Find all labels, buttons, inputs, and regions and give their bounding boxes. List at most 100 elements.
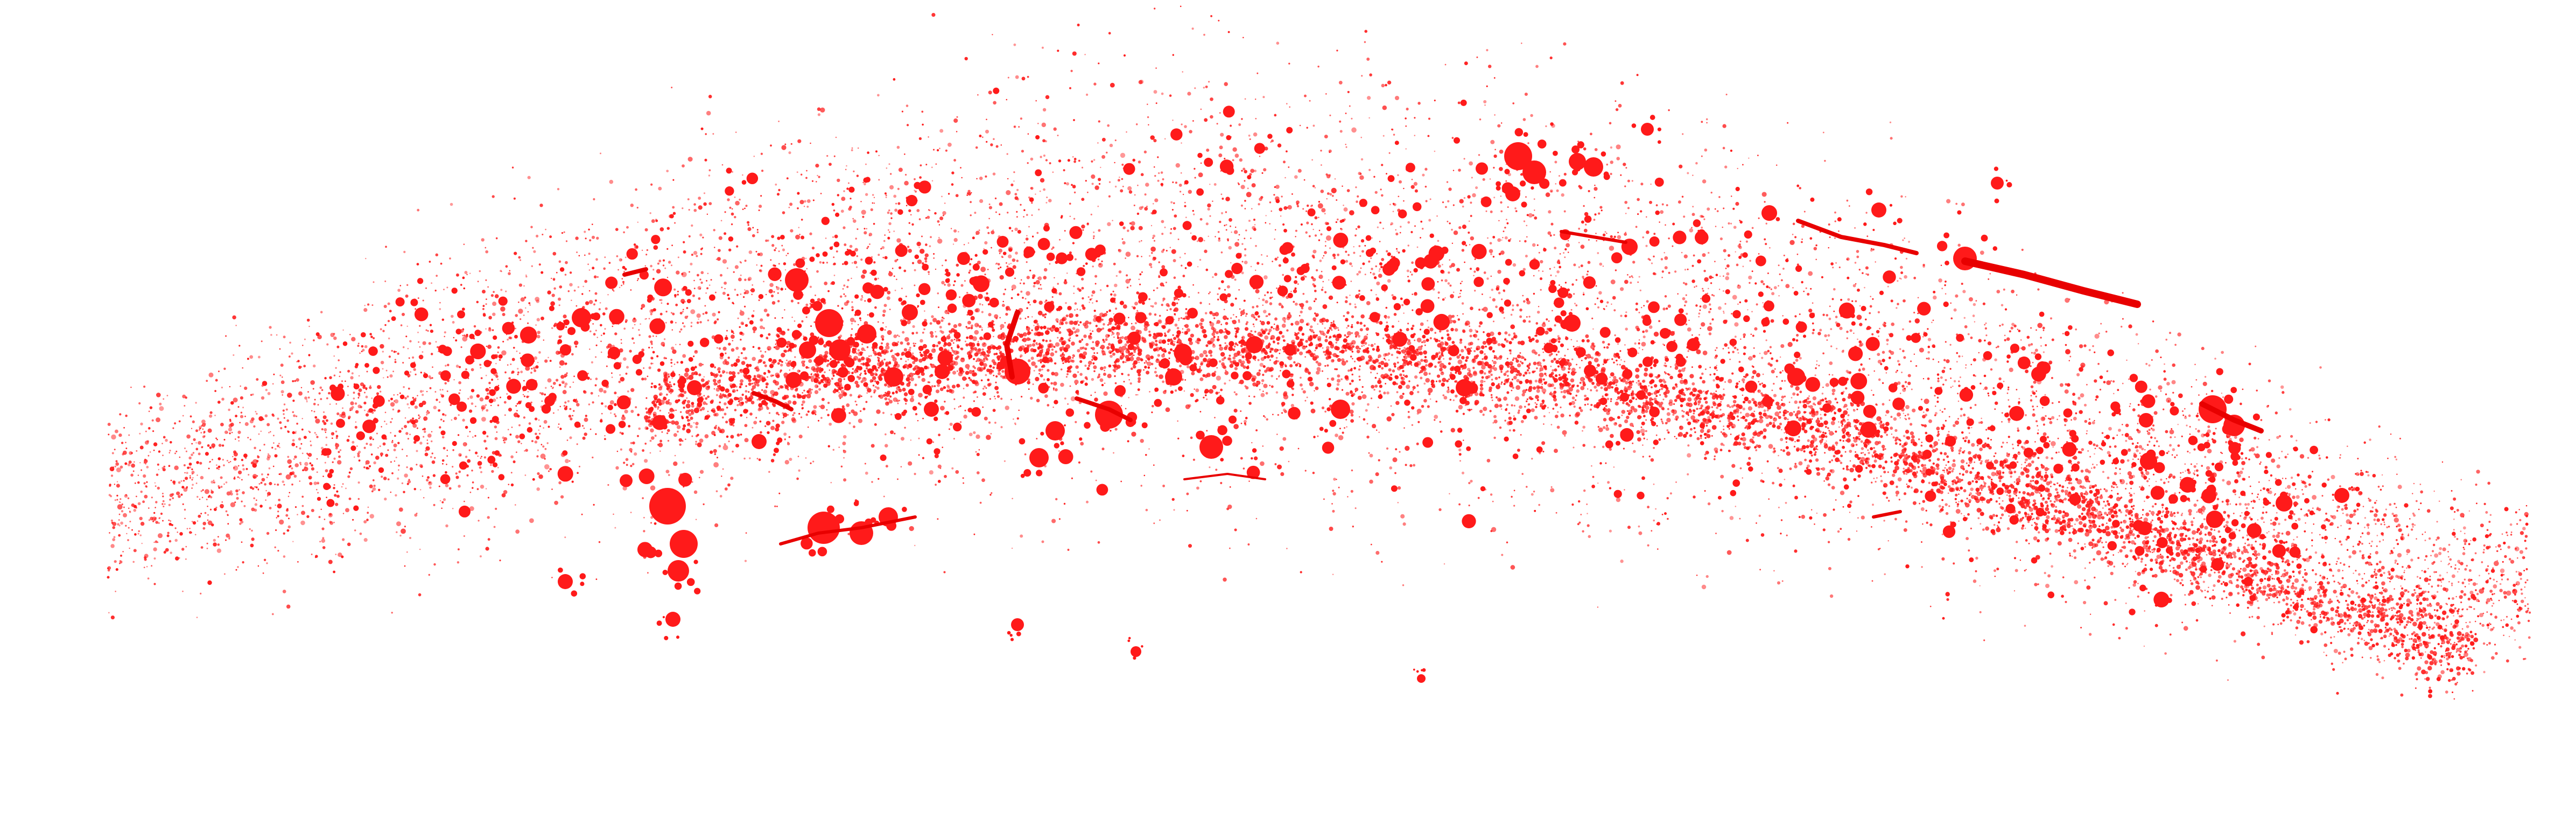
paint-speck: [1263, 168, 1267, 172]
paint-speck: [1556, 354, 1558, 356]
paint-speck: [1908, 479, 1912, 483]
paint-speck: [2268, 530, 2270, 533]
paint-speck: [824, 371, 826, 373]
paint-speck: [517, 371, 520, 374]
paint-speck: [524, 450, 525, 452]
paint-speck: [275, 448, 277, 450]
paint-speck: [485, 250, 489, 254]
paint-speck: [686, 299, 691, 304]
paint-speck: [2483, 544, 2486, 547]
paint-speck: [472, 481, 474, 484]
paint-speck: [1468, 220, 1470, 222]
paint-speck: [316, 436, 319, 438]
paint-speck: [458, 485, 461, 488]
paint-speck: [1276, 434, 1278, 435]
paint-speck: [2197, 429, 2200, 433]
paint-speck: [1363, 418, 1366, 421]
paint-speck: [1090, 213, 1092, 216]
paint-speck: [2260, 490, 2262, 491]
paint-speck: [109, 485, 111, 487]
paint-speck: [2320, 632, 2324, 635]
paint-speck: [1063, 502, 1066, 505]
paint-speck: [760, 318, 763, 322]
paint-speck: [918, 137, 922, 141]
paint-speck: [756, 398, 759, 401]
paint-speck: [2417, 557, 2420, 560]
paint-speck: [2195, 469, 2199, 472]
paint-speck: [1668, 237, 1670, 240]
paint-speck: [2482, 612, 2484, 614]
paint-speck: [1653, 255, 1655, 257]
paint-speck: [1900, 265, 1903, 269]
paint-speck: [1620, 314, 1623, 317]
paint-speck: [1129, 285, 1132, 287]
paint-speck: [1028, 226, 1030, 228]
paint-speck: [338, 451, 340, 453]
paint-speck: [1122, 226, 1126, 229]
paint-speck: [1618, 103, 1622, 108]
paint-speck: [1154, 302, 1157, 305]
paint-speck: [2219, 554, 2221, 556]
paint-speck: [1943, 471, 1946, 473]
paint-speck: [797, 192, 800, 195]
paint-speck: [2434, 553, 2439, 558]
paint-speck: [111, 452, 114, 455]
paint-speck: [951, 347, 953, 349]
paint-speck: [1593, 219, 1596, 221]
paint-speck: [1209, 466, 1211, 469]
paint-speck: [1546, 318, 1548, 321]
paint-speck: [933, 253, 935, 255]
paint-speck: [1887, 471, 1889, 473]
paint-speck: [505, 290, 507, 292]
paint-speck: [2284, 456, 2286, 458]
paint-speck: [294, 455, 297, 459]
paint-speck: [1481, 293, 1483, 295]
paint-speck: [513, 197, 516, 200]
paint-speck: [2258, 498, 2261, 500]
paint-speck: [1691, 227, 1693, 228]
paint-speck: [2045, 456, 2048, 459]
paint-speck: [1937, 380, 1940, 382]
paint-speck: [1322, 286, 1324, 288]
paint-speck: [835, 136, 837, 138]
paint-speck: [2355, 592, 2359, 595]
paint-speck: [306, 401, 308, 403]
paint-speck: [1897, 218, 1903, 223]
paint-speck: [837, 305, 839, 307]
paint-speck: [1406, 269, 1409, 272]
paint-speck: [118, 534, 121, 537]
paint-speck: [2516, 523, 2518, 525]
paint-speck: [1936, 373, 1940, 376]
paint-speck: [1736, 348, 1739, 351]
paint-speck: [261, 340, 263, 342]
paint-speck: [1410, 274, 1413, 276]
paint-speck: [2110, 571, 2114, 576]
paint-speck: [1072, 185, 1076, 188]
paint-speck: [623, 357, 627, 361]
paint-speck: [703, 192, 706, 194]
paint-speck: [363, 466, 366, 469]
paint-speck: [514, 327, 517, 330]
paint-speck: [889, 309, 891, 310]
paint-speck: [573, 410, 575, 412]
paint-speck: [2233, 512, 2235, 514]
paint-speck: [404, 473, 408, 478]
paint-speck: [784, 438, 787, 441]
paint-speck: [117, 504, 123, 510]
paint-speck: [1995, 452, 1997, 455]
paint-speck: [2389, 581, 2391, 583]
paint-speck: [2390, 578, 2392, 581]
paint-speck: [2454, 607, 2456, 610]
paint-speck: [1609, 122, 1612, 125]
paint-speck: [1922, 523, 1924, 525]
paint-speck: [2182, 414, 2185, 416]
paint-speck: [2167, 450, 2170, 453]
paint-speck: [1842, 506, 1844, 508]
paint-speck: [2057, 437, 2059, 439]
paint-speck: [1321, 208, 1326, 213]
paint-speck: [885, 433, 887, 436]
paint-speck: [390, 461, 392, 463]
paint-speck: [1985, 429, 1988, 431]
paint-speck: [670, 393, 672, 394]
paint-speck: [2345, 504, 2348, 507]
